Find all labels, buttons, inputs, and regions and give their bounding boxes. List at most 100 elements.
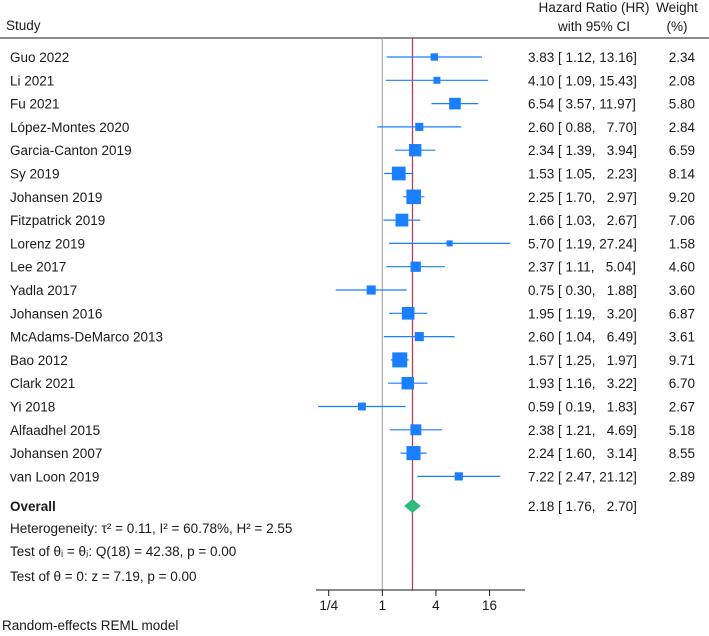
ci-text: 3.83 [ 1.12, 13.16] (528, 50, 637, 65)
ci-text: 1.93 [ 1.16, 3.22] (528, 376, 637, 391)
study-label: Johansen 2019 (10, 190, 102, 205)
weight-text: 9.20 (669, 190, 695, 205)
ci-text: 1.95 [ 1.19, 3.20] (528, 306, 637, 321)
study-label: Fu 2021 (10, 97, 60, 112)
weight-text: 8.14 (669, 167, 696, 182)
effect-marker (395, 213, 409, 227)
ci-text: 2.60 [ 0.88, 7.70] (528, 120, 637, 135)
study-label: Fitzpatrick 2019 (10, 213, 105, 228)
study-row: Clark 2021 1.93 [ 1.16, 3.22] 6.70 (10, 376, 695, 391)
study-row: Lorenz 2019 5.70 [ 1.19, 27.24] 1.58 (10, 236, 695, 251)
overall-label: Overall (10, 499, 56, 514)
weight-text: 7.06 (669, 213, 695, 228)
study-label: Yadla 2017 (10, 283, 77, 298)
weight-text: 5.80 (669, 97, 695, 112)
weight-text: 2.84 (669, 120, 696, 135)
study-row: Garcia-Canton 2019 2.34 [ 1.39, 3.94] 6.59 (10, 143, 695, 158)
axis-tick-label: 1/4 (319, 598, 338, 613)
heterogeneity-text: Heterogeneity: τ² = 0.11, I² = 60.78%, H… (10, 521, 292, 536)
study-row: Sy 2019 1.53 [ 1.05, 2.23] 8.14 (10, 167, 695, 182)
weight-text: 6.87 (669, 306, 695, 321)
effect-marker (414, 332, 424, 342)
test-equal-effects-text: Test of θᵢ = θⱼ: Q(18) = 42.38, p = 0.00 (10, 544, 236, 559)
weight-text: 8.55 (669, 446, 695, 461)
effect-marker (392, 352, 408, 368)
study-label: McAdams-DeMarco 2013 (10, 330, 163, 345)
study-label: López-Montes 2020 (10, 120, 129, 135)
study-row: Lee 2017 2.37 [ 1.11, 5.04] 4.60 (10, 260, 695, 275)
overall-row: Overall 2.18 [ 1.76, 2.70] (10, 499, 637, 514)
overall-ci-text: 2.18 [ 1.76, 2.70] (528, 499, 637, 514)
effect-marker (454, 472, 463, 481)
ci-text: 2.60 [ 1.04, 6.49] (528, 330, 637, 345)
study-label: van Loon 2019 (10, 469, 99, 484)
study-row: van Loon 2019 7.22 [ 2.47, 21.12] 2.89 (10, 469, 695, 484)
study-label: Lee 2017 (10, 260, 66, 275)
effect-marker (449, 97, 461, 110)
effect-marker (357, 402, 366, 411)
ci-text: 0.59 [ 0.19, 1.83] (528, 400, 637, 415)
ci-text: 1.53 [ 1.05, 2.23] (528, 167, 637, 182)
ci-text: 2.25 [ 1.70, 2.97] (528, 190, 637, 205)
ci-text: 2.38 [ 1.21, 4.69] (528, 423, 637, 438)
weight-text: 1.58 (669, 236, 695, 251)
study-label: Johansen 2007 (10, 446, 102, 461)
study-label: Garcia-Canton 2019 (10, 143, 132, 158)
ci-text: 2.34 [ 1.39, 3.94] (528, 143, 637, 158)
study-row: Yadla 2017 0.75 [ 0.30, 1.88] 3.60 (10, 283, 695, 298)
weight-text: 6.59 (669, 143, 695, 158)
effect-marker (433, 76, 441, 84)
axis-tick-label: 4 (432, 598, 440, 613)
axis-tick-label: 1 (379, 598, 387, 613)
weight-column-header-line1: Weight (656, 0, 698, 15)
study-row: Johansen 2016 1.95 [ 1.19, 3.20] 6.87 (10, 306, 695, 321)
effect-marker (410, 261, 421, 272)
weight-text: 4.60 (669, 260, 695, 275)
study-label: Li 2021 (10, 73, 54, 88)
ci-text: 1.57 [ 1.25, 1.97] (528, 353, 637, 368)
x-axis: 1/4 1 4 16 (316, 589, 525, 613)
statistics-block: Heterogeneity: τ² = 0.11, I² = 60.78%, H… (10, 521, 292, 584)
weight-text: 2.89 (669, 469, 695, 484)
study-row: Johansen 2019 2.25 [ 1.70, 2.97] 9.20 (10, 189, 695, 205)
study-row: McAdams-DeMarco 2013 2.60 [ 1.04, 6.49] 3.… (10, 330, 695, 345)
study-row: Fu 2021 6.54 [ 3.57, 11.97] 5.80 (10, 97, 695, 112)
study-row: Alfaadhel 2015 2.38 [ 1.21, 4.69] 5.18 (10, 423, 695, 438)
effect-marker (415, 122, 424, 131)
effect-marker (401, 376, 414, 390)
study-row: Li 2021 4.10 [ 1.09, 15.43] 2.08 (10, 73, 695, 88)
effect-marker (366, 285, 376, 295)
weight-text: 5.18 (669, 423, 695, 438)
study-label: Guo 2022 (10, 50, 69, 65)
study-row: Johansen 2007 2.24 [ 1.60, 3.14] 8.55 (10, 446, 695, 461)
effect-marker (430, 53, 438, 61)
ci-text: 0.75 [ 0.30, 1.88] (528, 283, 637, 298)
overall-diamond (404, 499, 421, 513)
study-row: Guo 2022 3.83 [ 1.12, 13.16] 2.34 (10, 50, 695, 65)
model-note: Random-effects REML model (2, 618, 178, 633)
study-label: Bao 2012 (10, 353, 68, 368)
ci-text: 2.37 [ 1.11, 5.04] (528, 260, 636, 275)
test-zero-effect-text: Test of θ = 0: z = 7.19, p = 0.00 (10, 569, 197, 584)
study-label: Yi 2018 (10, 400, 55, 415)
study-column-header: Study (6, 18, 41, 33)
effect-column-header-line2: with 95% CI (557, 19, 630, 34)
study-row: Yi 2018 0.59 [ 0.19, 1.83] 2.67 (10, 400, 695, 415)
ci-text: 2.24 [ 1.60, 3.14] (528, 446, 637, 461)
ci-text: 4.10 [ 1.09, 15.43] (528, 73, 637, 88)
effect-marker (391, 166, 406, 181)
study-label: Sy 2019 (10, 167, 60, 182)
study-row: Fitzpatrick 2019 1.66 [ 1.03, 2.67] 7.06 (10, 213, 695, 228)
study-label: Alfaadhel 2015 (10, 423, 100, 438)
study-label: Clark 2021 (10, 376, 75, 391)
ci-text: 6.54 [ 3.57, 11.97] (528, 97, 636, 112)
study-label: Lorenz 2019 (10, 236, 85, 251)
effect-column-header-line1: Hazard Ratio (HR) (538, 0, 649, 15)
study-rows: Guo 2022 3.83 [ 1.12, 13.16] 2.34 Li 2021 4.… (10, 50, 695, 484)
weight-text: 9.71 (669, 353, 695, 368)
weight-text: 3.60 (669, 283, 695, 298)
effect-marker (410, 424, 422, 436)
axis-tick-label: 16 (482, 598, 497, 613)
effect-marker (409, 144, 422, 157)
